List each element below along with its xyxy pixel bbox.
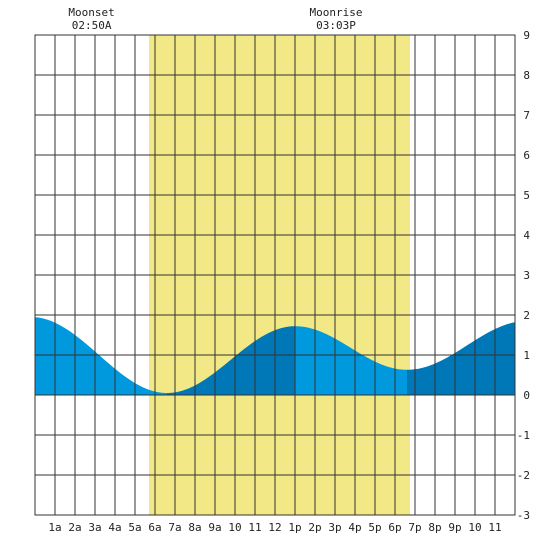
moonset-time: 02:50A [72,19,112,32]
moonrise-time: 03:03P [316,19,356,32]
moonrise-label: Moonrise [310,6,363,19]
tide-area-falling-1 [35,317,167,395]
plot-frame-layer [34,34,516,516]
y-tick-label: 3 [523,269,530,282]
y-tick-label: 7 [523,109,530,122]
x-tick-label: 12 [268,521,281,534]
x-tick-label: 5a [128,521,141,534]
tide-area-rising-4 [407,322,515,395]
y-axis-tick-labels: -3 -2 -1 0 1 2 3 4 5 6 7 8 9 [517,29,531,522]
tide-area-falling-3 [295,326,407,395]
y-tick-label: 5 [523,189,530,202]
y-tick-label: 1 [523,349,530,362]
moonset-label: Moonset [68,6,114,19]
x-tick-label: 4a [108,521,121,534]
y-tick-label: 0 [523,389,530,402]
x-axis-tick-labels: 1a 2a 3a 4a 5a 6a 7a 8a 9a 10 11 12 1p 2p 3p 4p 5p 6p 7p 8p… [48,521,501,534]
x-tick-label: 7p [408,521,421,534]
y-tick-label: 4 [523,229,530,242]
y-tick-label: -2 [517,469,530,482]
x-tick-label: 8a [188,521,201,534]
y-tick-label: -3 [517,509,530,522]
x-tick-label: 8p [428,521,441,534]
x-tick-label: 9a [208,521,221,534]
x-tick-label: 9p [448,521,461,534]
y-tick-label: 8 [523,69,530,82]
x-tick-label: 10 [228,521,241,534]
y-tick-label: 2 [523,309,530,322]
x-tick-label: 5p [368,521,381,534]
y-tick-label: 6 [523,149,530,162]
plot-frame [34,34,516,516]
tide-area-rising-2 [167,326,295,395]
x-tick-label: 11 [488,521,501,534]
x-tick-label: 3p [328,521,341,534]
x-tick-label: 1p [288,521,301,534]
x-tick-label: 10 [468,521,481,534]
x-tick-label: 1a [48,521,61,534]
x-tick-label: 6a [148,521,161,534]
x-tick-label: 3a [88,521,101,534]
x-tick-label: 6p [388,521,401,534]
x-tick-label: 2a [68,521,81,534]
x-tick-label: 2p [308,521,321,534]
x-tick-label: 7a [168,521,181,534]
y-tick-label: 9 [523,29,530,42]
tide-area-layer [35,317,515,395]
x-tick-label: 4p [348,521,361,534]
x-tick-label: 11 [248,521,261,534]
y-tick-label: -1 [517,429,530,442]
